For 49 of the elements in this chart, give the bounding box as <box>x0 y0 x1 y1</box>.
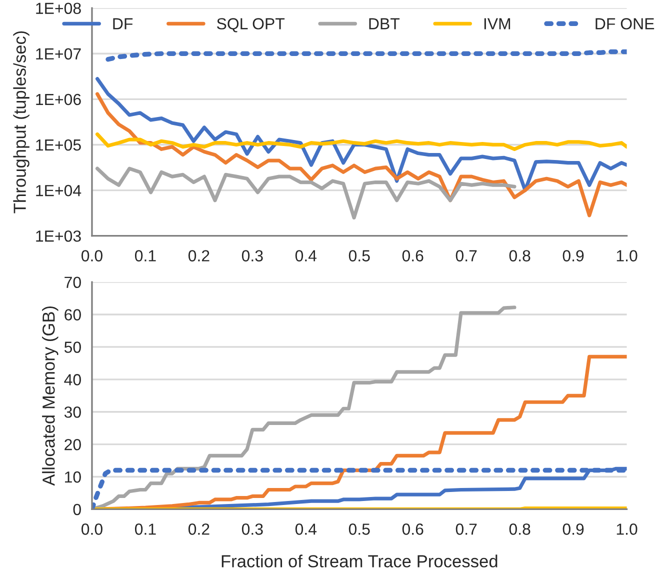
line-series <box>96 77 627 192</box>
x-tick-label: 0.2 <box>188 524 210 535</box>
x-tick-label: 0.9 <box>562 250 584 262</box>
line-series <box>106 49 627 62</box>
y-tick-label: 1E+05 <box>36 139 81 151</box>
legend-label: DF <box>113 18 133 30</box>
x-tick-label: 0.6 <box>402 524 424 535</box>
x-tick-label: 0.1 <box>134 250 156 262</box>
y-tick-label: 60 <box>64 309 81 320</box>
y-tick-label: 1E+07 <box>36 48 81 60</box>
x-axis-title: Fraction of Stream Trace Processed <box>222 554 498 568</box>
x-tick-label: 0.4 <box>295 524 317 535</box>
x-tick-label: 0.0 <box>82 250 102 262</box>
y-tick-label: 20 <box>64 438 81 450</box>
legend-label: DBT <box>369 18 400 30</box>
x-tick-label: 0.7 <box>456 250 477 262</box>
y-tick-label: 0 <box>73 504 81 516</box>
x-tick-label: 0.7 <box>456 524 477 535</box>
legend-label: IVM <box>484 18 510 30</box>
y-tick-label: 40 <box>64 374 81 386</box>
line-series <box>96 166 516 220</box>
y-tick-label: 30 <box>64 406 81 418</box>
y-tick-label: 1E+04 <box>36 184 82 196</box>
y-tick-label: 70 <box>64 276 81 288</box>
x-tick-label: 0.3 <box>242 250 263 262</box>
x-tick-label: 1.0 <box>616 250 638 262</box>
x-tick-label: 0.4 <box>295 250 317 262</box>
y-tick-label: 1E+03 <box>36 230 81 242</box>
x-tick-label: 0.3 <box>242 524 263 535</box>
x-tick-label: 0.5 <box>348 250 370 262</box>
line-series <box>96 132 627 151</box>
x-tick-label: 1.0 <box>616 524 638 535</box>
x-tick-label: 0.5 <box>348 524 370 535</box>
y-axis-title: Throughput (tuples/sec) <box>13 31 30 214</box>
x-tick-label: 0.8 <box>509 250 530 262</box>
x-tick-label: 0.1 <box>134 524 156 535</box>
line-series <box>96 92 627 218</box>
legend-label: SQL OPT <box>217 18 285 32</box>
x-tick-label: 0.8 <box>509 524 530 535</box>
y-tick-label: 1E+08 <box>36 2 81 14</box>
x-tick-label: 0.9 <box>562 524 584 535</box>
y-axis-title: Allocated Memory (GB) <box>42 306 58 486</box>
y-tick-label: 50 <box>64 342 81 353</box>
legend-label: DF ONE <box>596 18 654 30</box>
x-tick-label: 0.2 <box>188 250 210 262</box>
x-tick-label: 0.0 <box>82 524 102 535</box>
y-tick-label: 10 <box>65 471 81 483</box>
y-tick-label: 1E+06 <box>36 94 81 106</box>
x-tick-label: 0.6 <box>402 250 424 262</box>
